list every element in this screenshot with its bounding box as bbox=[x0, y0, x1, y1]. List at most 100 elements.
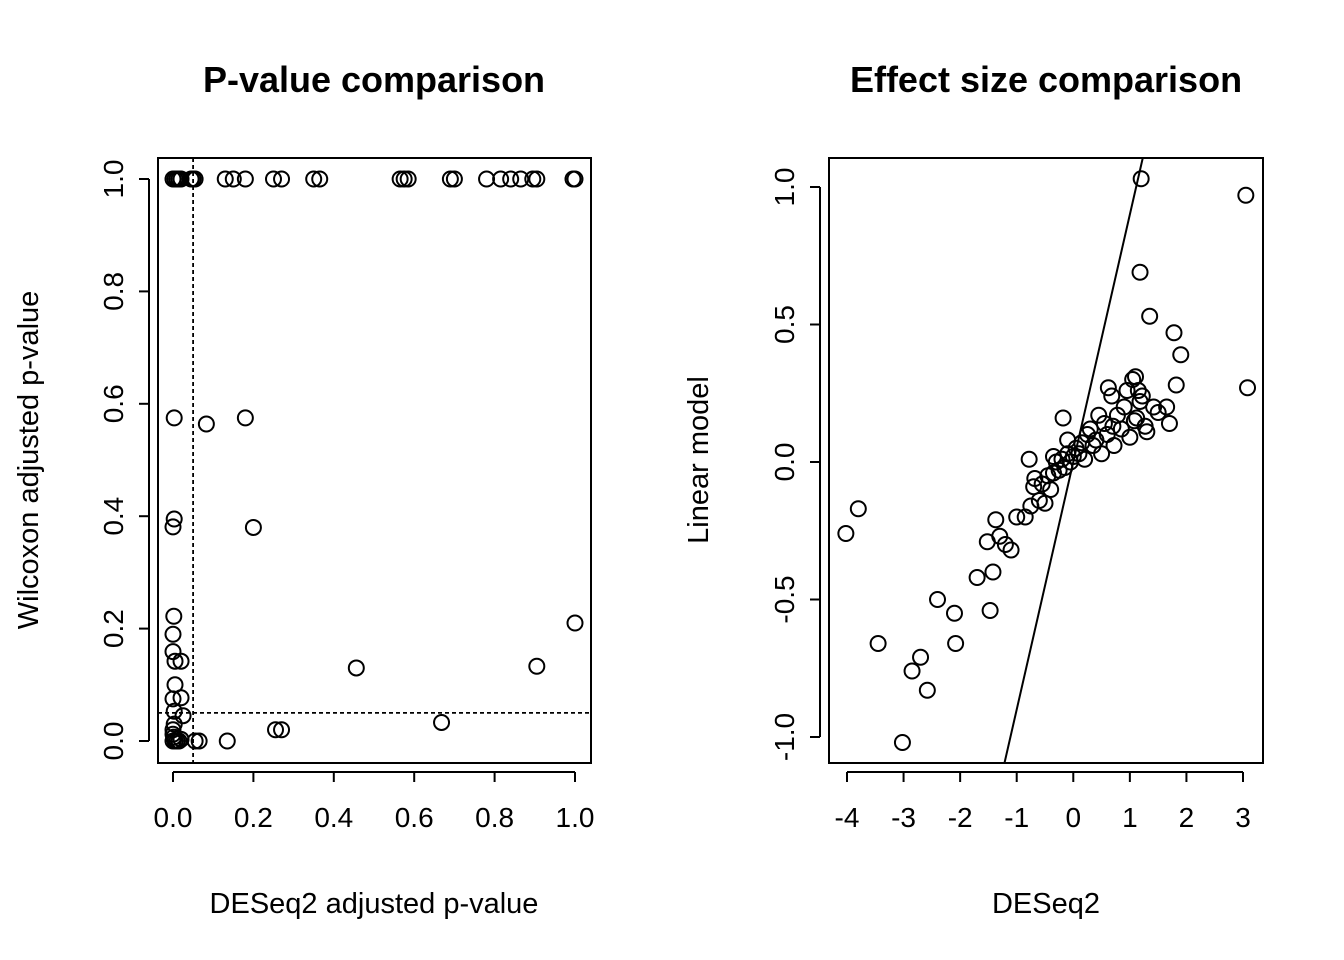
effect-size-comparison-panel: Effect size comparison DESeq2 Linear mod… bbox=[683, 59, 1264, 920]
data-point bbox=[1054, 409, 1072, 427]
data-point bbox=[524, 170, 542, 188]
data-point bbox=[165, 607, 183, 625]
data-point bbox=[197, 415, 215, 433]
data-point bbox=[1105, 437, 1123, 454]
data-point bbox=[1131, 263, 1149, 281]
data-point bbox=[912, 648, 930, 666]
y-tick-label: 1.0 bbox=[98, 160, 129, 199]
data-point bbox=[1076, 450, 1094, 468]
data-point bbox=[445, 170, 463, 188]
x-tick-label: 3 bbox=[1235, 802, 1251, 833]
data-point bbox=[1036, 494, 1054, 512]
data-point bbox=[849, 500, 867, 518]
data-point bbox=[1125, 412, 1143, 430]
data-point bbox=[1167, 376, 1185, 394]
data-point bbox=[1044, 448, 1062, 465]
x-axis-label: DESeq2 adjusted p-value bbox=[210, 888, 539, 920]
data-point bbox=[968, 569, 986, 586]
x-tick-label: 2 bbox=[1179, 802, 1195, 833]
data-point bbox=[164, 690, 182, 708]
data-point bbox=[391, 170, 409, 188]
data-point bbox=[528, 657, 546, 675]
y-tick-label: 0.4 bbox=[98, 497, 129, 536]
data-point bbox=[1149, 404, 1167, 421]
data-point bbox=[893, 734, 911, 751]
data-point bbox=[224, 170, 242, 188]
data-point bbox=[984, 563, 1002, 581]
axis-ticks: 0.0 0.2 0.4 0.6 0.8 1.0 0.0 0.2 0.4 0.6 0.8 1.0 bbox=[98, 160, 594, 833]
data-point bbox=[1158, 398, 1176, 416]
y-axis-label: Wilcoxon adjusted p-value bbox=[13, 291, 45, 630]
x-tick-label: 0.4 bbox=[314, 802, 353, 833]
reference-lines bbox=[158, 158, 591, 763]
data-point bbox=[945, 604, 963, 622]
data-point bbox=[186, 732, 204, 750]
data-point bbox=[1160, 415, 1178, 432]
y-tick-label: 0.2 bbox=[98, 609, 129, 648]
fit-line-group bbox=[1003, 157, 1144, 764]
data-point bbox=[1172, 346, 1190, 364]
data-point bbox=[236, 409, 254, 427]
x-tick-label: 1.0 bbox=[556, 802, 595, 833]
y-tick-label: 0.5 bbox=[769, 305, 800, 344]
data-point bbox=[996, 536, 1014, 553]
data-point bbox=[395, 170, 413, 188]
data-point bbox=[903, 662, 921, 680]
data-point bbox=[478, 170, 496, 188]
y-tick-label: 0.8 bbox=[98, 272, 129, 311]
data-point bbox=[1020, 450, 1038, 468]
data-point bbox=[1099, 379, 1117, 397]
y-tick-label: 0.0 bbox=[98, 722, 129, 761]
data-point bbox=[929, 591, 947, 608]
data-point bbox=[1095, 415, 1113, 432]
data-point bbox=[218, 732, 236, 750]
data-point bbox=[1104, 417, 1122, 435]
data-point bbox=[165, 702, 183, 720]
data-point bbox=[1138, 423, 1156, 441]
data-point bbox=[528, 170, 546, 188]
data-point bbox=[1070, 445, 1088, 463]
data-point bbox=[1053, 450, 1071, 468]
data-point bbox=[166, 652, 184, 670]
x-axis-label: DESeq2 bbox=[992, 888, 1100, 920]
pvalue-comparison-panel: P-value comparison DESeq2 adjusted p-val… bbox=[13, 59, 594, 920]
data-point bbox=[1133, 387, 1151, 405]
data-point bbox=[918, 681, 936, 699]
x-tick-label: -3 bbox=[891, 802, 916, 833]
data-point bbox=[170, 732, 188, 750]
x-tick-label: 0.6 bbox=[395, 802, 434, 833]
data-point bbox=[174, 707, 192, 725]
chart-title: P-value comparison bbox=[203, 59, 545, 100]
data-point bbox=[502, 170, 520, 188]
plot-frame bbox=[157, 157, 592, 764]
data-points bbox=[837, 170, 1257, 751]
data-point bbox=[1239, 379, 1257, 397]
data-points bbox=[164, 170, 584, 750]
data-point bbox=[1237, 186, 1255, 204]
x-tick-label: -4 bbox=[835, 802, 860, 833]
data-point bbox=[244, 518, 262, 536]
y-axis-label: Linear model bbox=[683, 376, 715, 544]
data-point bbox=[311, 170, 329, 188]
data-point bbox=[987, 511, 1005, 529]
y-tick-label: 0.6 bbox=[98, 384, 129, 423]
data-point bbox=[441, 170, 459, 188]
x-tick-label: -1 bbox=[1004, 802, 1029, 833]
data-point bbox=[165, 409, 183, 427]
data-point bbox=[1121, 428, 1139, 446]
data-point bbox=[267, 721, 285, 739]
data-point bbox=[172, 689, 190, 707]
fit-line bbox=[1003, 157, 1144, 764]
data-point bbox=[1008, 508, 1026, 526]
data-point bbox=[1115, 398, 1133, 416]
data-point bbox=[265, 170, 282, 188]
x-tick-label: 0.0 bbox=[154, 802, 193, 833]
data-point bbox=[190, 732, 208, 750]
x-tick-label: 0.8 bbox=[475, 802, 514, 833]
y-tick-label: 1.0 bbox=[769, 168, 800, 207]
data-point bbox=[1145, 398, 1163, 416]
data-point bbox=[1042, 481, 1060, 498]
data-point bbox=[869, 635, 887, 652]
data-point bbox=[492, 170, 510, 188]
data-point bbox=[347, 659, 365, 677]
